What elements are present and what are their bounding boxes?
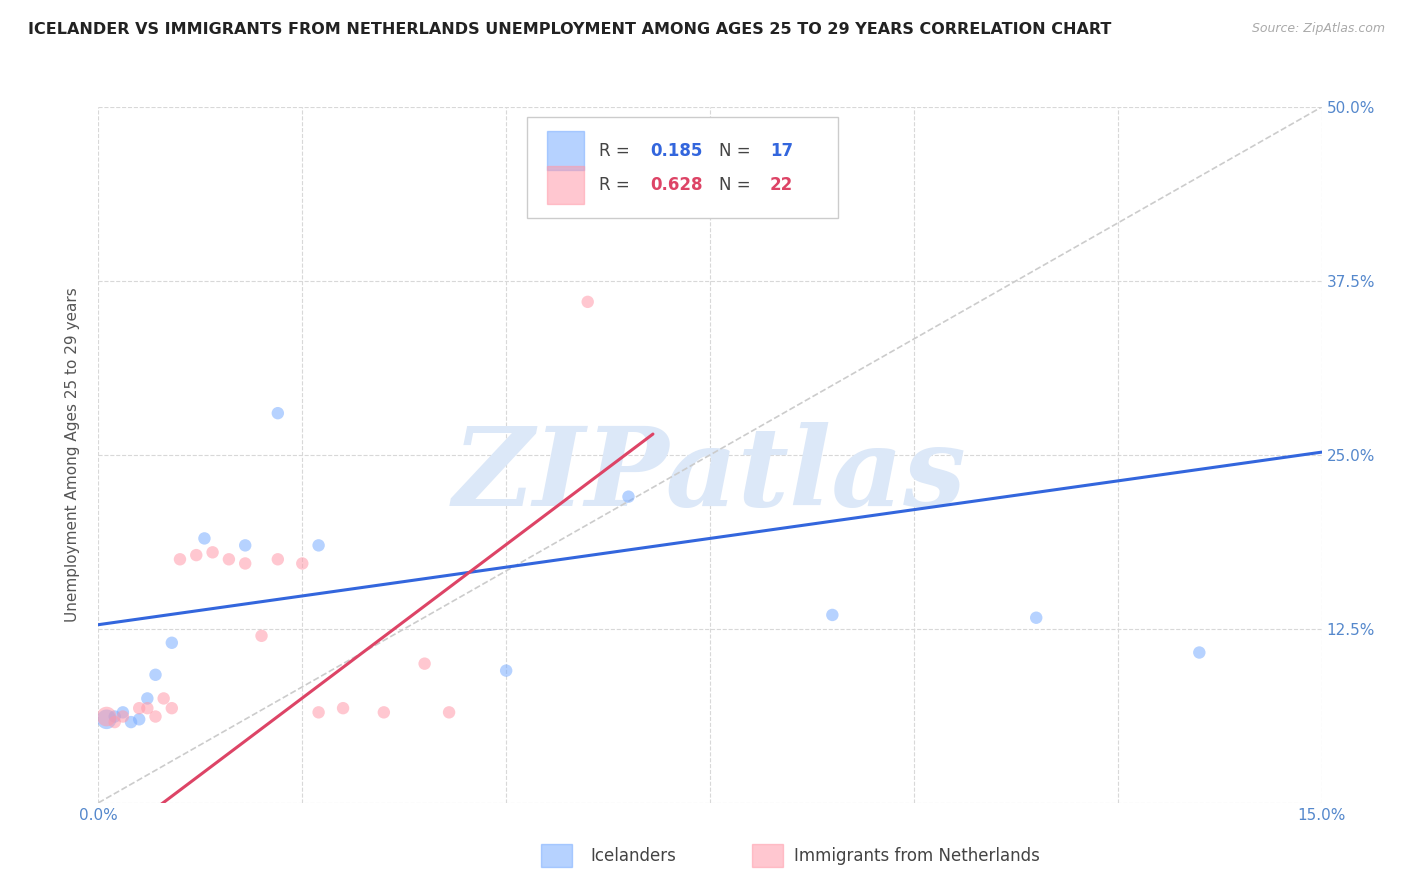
Point	[152, 691, 174, 706]
Point	[821, 607, 844, 622]
Point	[104, 715, 127, 730]
Y-axis label: Unemployment Among Ages 25 to 29 years: Unemployment Among Ages 25 to 29 years	[65, 287, 80, 623]
Point	[233, 538, 256, 552]
Point	[1188, 646, 1211, 660]
Point	[437, 706, 460, 720]
Point	[104, 709, 127, 723]
Point	[120, 715, 142, 730]
Point	[332, 701, 354, 715]
Point	[373, 706, 395, 720]
Point	[250, 629, 273, 643]
Point	[413, 657, 436, 671]
Point	[111, 709, 134, 723]
Point	[96, 712, 118, 726]
Point	[186, 548, 208, 562]
FancyBboxPatch shape	[547, 131, 583, 169]
Point	[233, 557, 256, 571]
Point	[193, 532, 215, 546]
Text: R =: R =	[599, 177, 634, 194]
Text: 0.185: 0.185	[650, 142, 703, 160]
Text: R =: R =	[599, 142, 634, 160]
Point	[136, 701, 159, 715]
Text: Immigrants from Netherlands: Immigrants from Netherlands	[794, 847, 1040, 865]
FancyBboxPatch shape	[526, 118, 838, 219]
Point	[128, 712, 150, 726]
Text: Icelanders: Icelanders	[591, 847, 676, 865]
Point	[495, 664, 517, 678]
Point	[218, 552, 240, 566]
Point	[308, 538, 330, 552]
Point	[617, 490, 640, 504]
Text: 22: 22	[770, 177, 793, 194]
Point	[201, 545, 224, 559]
Text: 17: 17	[770, 142, 793, 160]
Point	[308, 706, 330, 720]
Point	[1025, 611, 1047, 625]
Point	[169, 552, 191, 566]
Point	[128, 701, 150, 715]
Text: N =: N =	[718, 142, 755, 160]
Point	[576, 294, 599, 309]
Point	[267, 552, 290, 566]
Point	[160, 636, 183, 650]
Text: N =: N =	[718, 177, 755, 194]
Point	[136, 691, 159, 706]
Point	[160, 701, 183, 715]
Text: ZIPatlas: ZIPatlas	[453, 422, 967, 530]
Point	[145, 667, 167, 681]
Point	[96, 709, 118, 723]
Point	[145, 709, 167, 723]
FancyBboxPatch shape	[547, 166, 583, 204]
Text: Source: ZipAtlas.com: Source: ZipAtlas.com	[1251, 22, 1385, 36]
Point	[267, 406, 290, 420]
Text: ICELANDER VS IMMIGRANTS FROM NETHERLANDS UNEMPLOYMENT AMONG AGES 25 TO 29 YEARS : ICELANDER VS IMMIGRANTS FROM NETHERLANDS…	[28, 22, 1112, 37]
Point	[111, 706, 134, 720]
Point	[291, 557, 314, 571]
Text: 0.628: 0.628	[650, 177, 703, 194]
